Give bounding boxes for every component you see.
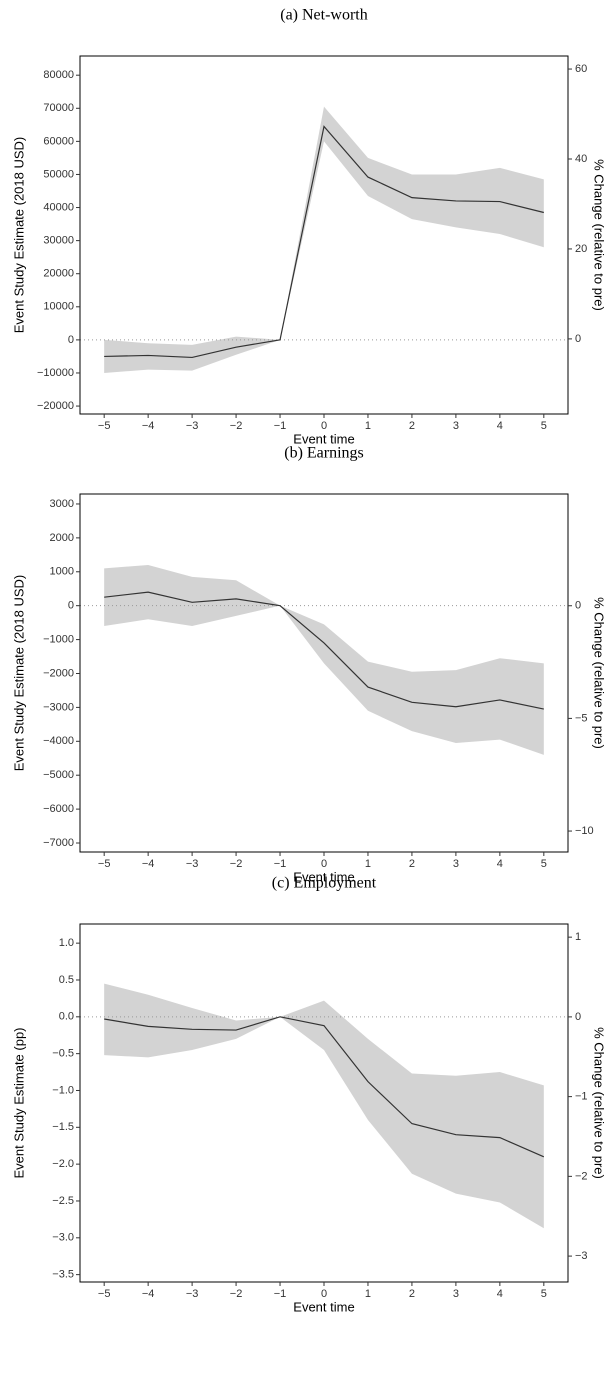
y-tick-label: 2000: [50, 532, 74, 544]
estimate-line: [104, 125, 544, 359]
y-tick-label: 60000: [43, 135, 74, 147]
y2-tick-label: −10: [575, 825, 594, 837]
estimate-line: [104, 591, 544, 710]
y-tick-label: 0.5: [59, 974, 74, 986]
y2-tick-label: 0: [575, 600, 581, 612]
x-tick-label: 2: [409, 420, 415, 432]
x-tick-label: −3: [186, 420, 199, 432]
x-tick-label: 4: [497, 858, 503, 870]
y2-tick-label: 40: [575, 153, 587, 165]
y-tick-label: 0.0: [59, 1011, 74, 1023]
x-tick-label: 0: [321, 1288, 327, 1300]
x-tick-label: −4: [142, 858, 155, 870]
x-tick-label: 5: [541, 858, 547, 870]
y2-tick-label: −2: [575, 1170, 588, 1182]
y-tick-label: 70000: [43, 102, 74, 114]
y-tick-label: −3.0: [52, 1232, 74, 1244]
x-tick-label: 2: [409, 858, 415, 870]
x-tick-label: 1: [365, 1288, 371, 1300]
x-tick-label: −1: [274, 1288, 287, 1300]
y-tick-label: 50000: [43, 168, 74, 180]
y-tick-label: −20000: [37, 400, 74, 412]
y-tick-label: 40000: [43, 201, 74, 213]
x-tick-label: −3: [186, 1288, 199, 1300]
x-tick-label: 0: [321, 858, 327, 870]
y-tick-label: 0: [68, 334, 74, 346]
y-tick-label: 1.0: [59, 937, 74, 949]
y-tick-label: 80000: [43, 69, 74, 81]
x-tick-label: 3: [453, 1288, 459, 1300]
y2-tick-label: 60: [575, 63, 587, 75]
y-tick-label: −1.5: [52, 1121, 74, 1133]
x-tick-label: 4: [497, 420, 503, 432]
x-axis-label: Event time: [293, 431, 354, 446]
y-tick-label: −3000: [43, 701, 74, 713]
y-tick-label: −1.0: [52, 1084, 74, 1096]
estimate-line: [104, 1016, 545, 1158]
y-tick-label: −2000: [43, 667, 74, 679]
x-tick-label: 3: [453, 858, 459, 870]
y2-axis-label: % Change (relative to pre): [592, 159, 607, 311]
x-tick-label: −5: [98, 1288, 111, 1300]
y2-tick-label: −3: [575, 1250, 588, 1262]
y-tick-label: −3.5: [52, 1269, 74, 1281]
y-tick-label: 3000: [50, 498, 74, 510]
x-axis-label: Event time: [293, 869, 354, 884]
chart-title: (a) Net-worth: [280, 7, 368, 24]
x-tick-label: −3: [186, 858, 199, 870]
y-tick-label: 1000: [50, 566, 74, 578]
x-tick-label: −2: [230, 858, 243, 870]
chart-title: (b) Earnings: [284, 445, 364, 462]
y-tick-label: −10000: [37, 367, 74, 379]
y-axis-label: Event Study Estimate (2018 USD): [11, 137, 26, 334]
x-tick-label: −2: [230, 1288, 243, 1300]
y-tick-label: −6000: [43, 803, 74, 815]
y-tick-label: −4000: [43, 735, 74, 747]
y-tick-label: 30000: [43, 235, 74, 247]
y-tick-label: −5000: [43, 769, 74, 781]
x-tick-label: −1: [274, 858, 287, 870]
x-tick-label: 1: [365, 420, 371, 432]
x-tick-label: 4: [497, 1288, 503, 1300]
x-tick-label: −4: [142, 420, 155, 432]
x-tick-label: 5: [541, 1288, 547, 1300]
confidence-band: [104, 564, 544, 755]
x-tick-label: −2: [230, 420, 243, 432]
y2-axis-label: % Change (relative to pre): [592, 597, 607, 749]
y2-tick-label: 0: [575, 1011, 581, 1023]
y-tick-label: 0: [68, 600, 74, 612]
x-tick-label: −4: [142, 1288, 155, 1300]
x-tick-label: −5: [98, 858, 111, 870]
y-tick-label: −2.0: [52, 1158, 74, 1170]
confidence-band: [104, 106, 544, 373]
y-tick-label: −0.5: [52, 1048, 74, 1060]
y-tick-label: −2.5: [52, 1195, 74, 1207]
y2-tick-label: −1: [575, 1091, 588, 1103]
y-tick-label: 10000: [43, 301, 74, 313]
y2-tick-label: 1: [575, 931, 581, 943]
y2-tick-label: 0: [575, 333, 581, 345]
y-tick-label: −1000: [43, 633, 74, 645]
x-tick-label: 2: [409, 1288, 415, 1300]
y2-axis-label: % Change (relative to pre): [592, 1027, 607, 1179]
y-axis-label: Event Study Estimate (pp): [11, 1027, 26, 1178]
x-tick-label: 5: [541, 420, 547, 432]
x-tick-label: 0: [321, 420, 327, 432]
y2-tick-label: 20: [575, 243, 587, 255]
y-axis-label: Event Study Estimate (2018 USD): [11, 575, 26, 772]
y2-tick-label: −5: [575, 712, 588, 724]
x-tick-label: 1: [365, 858, 371, 870]
x-tick-label: −1: [274, 420, 287, 432]
y-tick-label: 20000: [43, 268, 74, 280]
confidence-band: [104, 983, 544, 1229]
x-axis-label: Event time: [293, 1299, 354, 1314]
chart-title: (c) Employment: [272, 875, 377, 892]
x-tick-label: −5: [98, 420, 111, 432]
x-tick-label: 3: [453, 420, 459, 432]
y-tick-label: −7000: [43, 837, 74, 849]
